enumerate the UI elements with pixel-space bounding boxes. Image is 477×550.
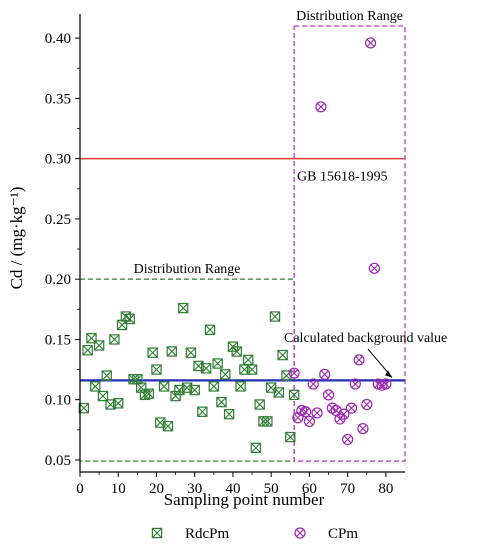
cpm-point-3 <box>299 406 312 418</box>
cpm-point-14 <box>342 433 354 446</box>
rdcpm-point-36 <box>216 396 227 408</box>
cpm-point-18 <box>357 423 369 435</box>
cpm-point-9 <box>322 389 335 401</box>
y-tick-label-2: 0.15 <box>45 332 71 348</box>
rdcpm-point-3 <box>90 381 101 392</box>
cpm-point-16 <box>349 378 361 390</box>
rdcpm-point-37 <box>220 369 231 380</box>
rdcpm-point-52 <box>277 349 288 361</box>
y-tick-label-7: 0.40 <box>45 31 71 47</box>
rdcpm-point-41 <box>235 381 246 392</box>
rdcpm-point-9 <box>113 398 124 409</box>
rdcpm-point-43 <box>243 354 254 366</box>
rdcpm-point-29 <box>189 384 200 396</box>
legend: RdcPm CPm <box>151 526 358 542</box>
rdcpm-point-0 <box>78 402 90 414</box>
cpm-point-20 <box>364 37 377 49</box>
rdcpm-point-55 <box>288 389 300 401</box>
legend-label-cpm: CPm <box>328 526 358 542</box>
cpm-point-7 <box>315 101 327 113</box>
rdcpm-point-21 <box>158 381 170 392</box>
cpm-point-0 <box>288 367 300 379</box>
distribution-ranges: Distribution Range Distribution Range <box>79 9 406 462</box>
rdcpm-point-54 <box>285 431 296 443</box>
rdcpm-point-8 <box>109 334 120 345</box>
data-points <box>78 37 392 454</box>
legend-marker-cpm <box>294 527 306 539</box>
rdcpm-point-46 <box>254 399 265 410</box>
range-box-0 <box>79 278 295 462</box>
axes: 0.05 0.10 0.15 0.20 0.25 0.30 0.35 0.40 0 10 20 30 4… <box>45 14 405 497</box>
rdcpm-point-44 <box>246 364 258 375</box>
rdcpm-point-38 <box>223 408 235 420</box>
x-tick-label-0: 0 <box>76 481 84 497</box>
x-tick-label-3: 30 <box>187 481 202 497</box>
rdcpm-point-32 <box>200 363 212 374</box>
range-label-0: Distribution Range <box>134 262 241 277</box>
rdcpm-point-19 <box>151 364 162 375</box>
rdcpm-point-22 <box>162 421 174 432</box>
cpm-point-4 <box>303 415 316 427</box>
y-tick-label-3: 0.20 <box>45 272 71 288</box>
rdcpm-point-17 <box>143 388 155 399</box>
y-tick-label-5: 0.30 <box>45 152 71 168</box>
rdcpm-point-23 <box>166 346 177 357</box>
rdcpm-point-48 <box>262 416 273 427</box>
y-tick-label-1: 0.10 <box>45 393 71 409</box>
rdcpm-point-1 <box>82 345 93 356</box>
reference-arrowhead <box>385 370 392 378</box>
rdcpm-point-50 <box>269 311 281 322</box>
x-axis-label: Sampling point number <box>164 490 325 509</box>
reference-label-1: Calculated background value <box>284 331 447 346</box>
rdcpm-point-6 <box>101 370 112 381</box>
rdcpm-point-24 <box>170 390 181 402</box>
range-label-1: Distribution Range <box>296 9 403 24</box>
y-tick-label-4: 0.25 <box>45 212 71 228</box>
cpm-point-17 <box>353 354 365 366</box>
rdcpm-point-31 <box>197 406 208 417</box>
rdcpm-point-28 <box>185 347 197 358</box>
cpm-point-15 <box>345 402 358 414</box>
legend-marker-rdcpm <box>151 527 163 539</box>
rdcpm-point-51 <box>273 387 285 398</box>
x-tick-label-7: 70 <box>340 481 355 497</box>
rdcpm-point-4 <box>93 340 105 351</box>
rdcpm-point-5 <box>97 390 109 402</box>
rdcpm-point-34 <box>208 381 220 392</box>
legend-label-rdcpm: RdcPm <box>185 526 230 542</box>
cpm-point-13 <box>338 408 350 420</box>
x-tick-label-6: 60 <box>302 481 317 497</box>
rdcpm-point-40 <box>231 346 242 357</box>
cpm-point-24 <box>380 378 392 390</box>
cpm-point-19 <box>361 398 373 411</box>
y-tick-label-6: 0.35 <box>45 91 71 107</box>
rdcpm-point-35 <box>212 358 223 369</box>
x-tick-label-8: 80 <box>378 481 393 497</box>
rdcpm-point-26 <box>178 302 189 314</box>
x-tick-label-2: 20 <box>149 481 164 497</box>
rdcpm-point-45 <box>250 442 262 454</box>
y-tick-label-0: 0.05 <box>45 453 71 469</box>
rdcpm-point-18 <box>147 347 158 358</box>
x-tick-label-1: 10 <box>111 481 126 497</box>
x-tick-label-4: 40 <box>225 481 240 497</box>
y-axis-label: Cd / (mg·kg⁻¹) <box>7 187 26 290</box>
rdcpm-point-33 <box>204 324 216 335</box>
cpm-point-21 <box>368 262 381 274</box>
rdcpm-point-12 <box>124 313 135 325</box>
cpm-point-5 <box>307 378 319 390</box>
x-tick-label-5: 50 <box>264 481 279 497</box>
cpm-point-8 <box>319 368 331 380</box>
cpm-point-6 <box>311 407 323 419</box>
reference-label-0: GB 15618-1995 <box>297 170 388 185</box>
range-box-1 <box>293 25 406 462</box>
